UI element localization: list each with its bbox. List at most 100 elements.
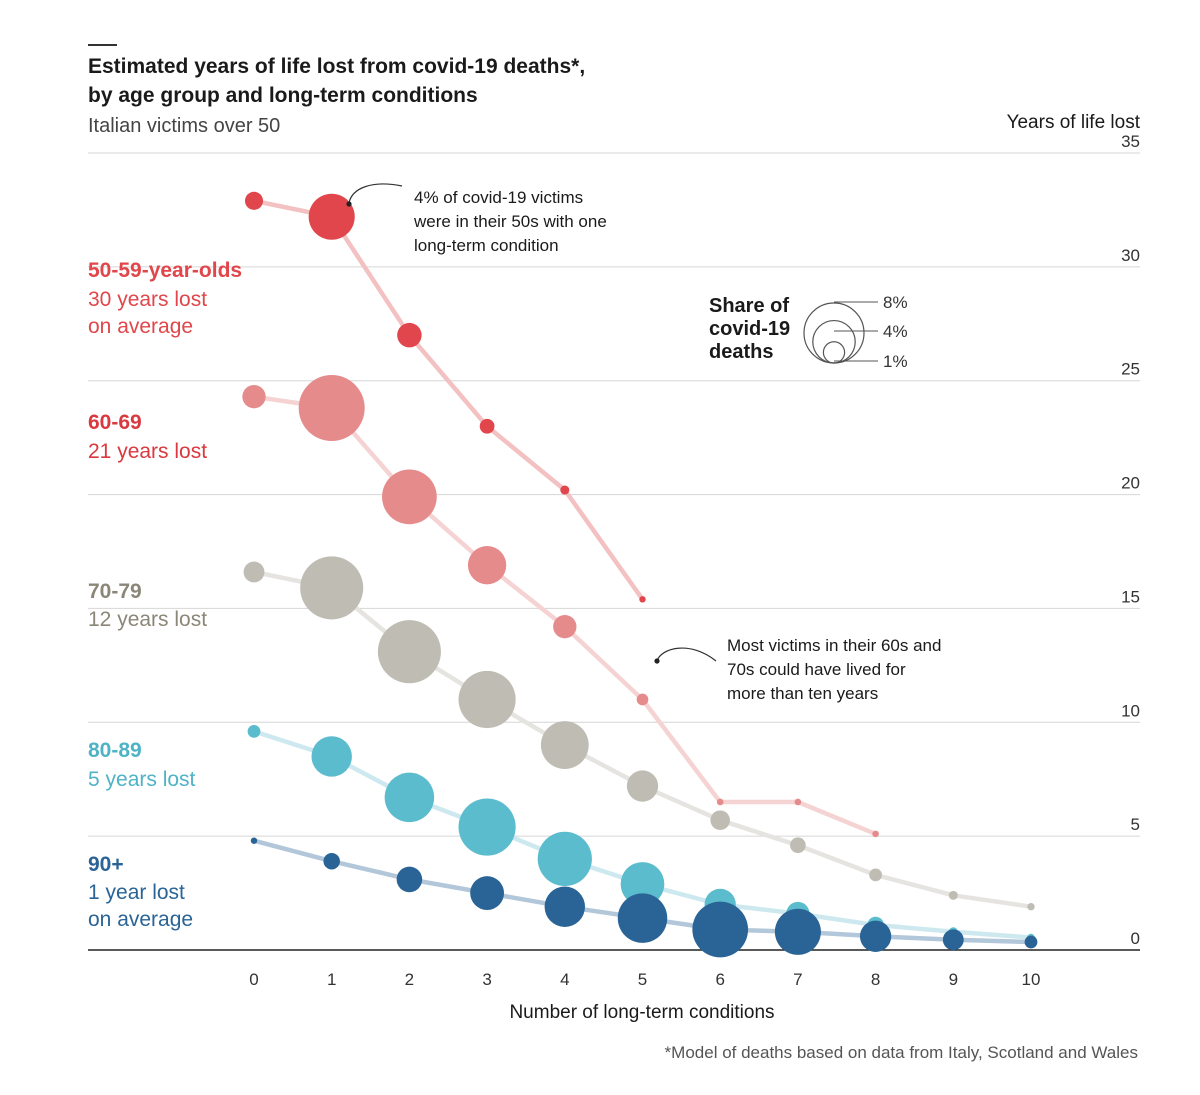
bubble-series-0	[397, 322, 422, 348]
bubble-series-1	[298, 375, 365, 442]
bubble-series-4	[1024, 935, 1038, 949]
series-note-80-89-line1: 5 years lost	[88, 768, 196, 791]
bubble-series-1	[716, 798, 724, 806]
bubble-series-3	[384, 772, 435, 823]
bubble-series-4	[544, 886, 586, 927]
bubble-series-2	[710, 810, 730, 830]
bubble-series-4	[396, 866, 423, 893]
y-tick-label: 5	[1131, 815, 1140, 834]
annotation-2-line2: 70s could have lived for	[727, 660, 906, 679]
bubble-series-1	[872, 830, 879, 838]
bubble-series-4	[774, 908, 821, 955]
size-legend-title-line1: Share of	[709, 295, 789, 317]
bubble-series-0	[560, 485, 570, 495]
series-note-50-59-line2: on average	[88, 315, 193, 338]
x-tick-labels: 0 1 2 3 4 5 6 7 8 9 10	[249, 970, 1040, 989]
series-label-50-59: 50-59-year-olds	[88, 259, 242, 282]
bubble-series-4	[470, 876, 505, 910]
annotation-2-dot	[654, 658, 660, 664]
annotation-2-leader	[656, 647, 717, 662]
bubble-series-1	[553, 614, 577, 639]
bubble-series-4	[323, 852, 340, 870]
chart-subtitle: Italian victims over 50	[88, 115, 280, 137]
x-tick-label: 5	[638, 970, 647, 989]
annotation-1-line3: long-term condition	[414, 236, 559, 255]
x-tick-label: 2	[405, 970, 414, 989]
series-note-90-plus-line2: on average	[88, 908, 193, 931]
series-note-70-79-line1: 12 years lost	[88, 608, 207, 631]
annotation-2-line3: more than ten years	[727, 684, 878, 703]
annotation-1-line1: 4% of covid-19 victims	[414, 188, 583, 207]
bubble-series-1	[242, 384, 266, 409]
bubble-series-4	[692, 901, 749, 958]
series-line-2	[251, 569, 1034, 909]
x-tick-label: 9	[949, 970, 958, 989]
y-tick-label: 30	[1121, 246, 1140, 265]
series-bubbles	[242, 191, 1038, 958]
size-legend-circle	[803, 302, 865, 364]
annotation-1-line2: were in their 50s with one	[413, 212, 607, 231]
bubble-series-3	[458, 798, 516, 856]
series-label-80-89: 80-89	[88, 739, 142, 762]
annotation-2-line1: Most victims in their 60s and	[727, 636, 941, 655]
y-axis-label: Years of life lost	[1007, 112, 1141, 133]
bubble-series-2	[948, 890, 958, 900]
y-tick-label: 15	[1121, 587, 1140, 606]
annotation-1: 4% of covid-19 victims were in their 50s…	[346, 183, 607, 255]
bubble-series-2	[458, 670, 516, 729]
x-tick-label: 7	[793, 970, 802, 989]
size-legend-circles: 8% 4% 1%	[803, 293, 908, 371]
bubble-series-4	[942, 929, 964, 951]
bubble-series-2	[243, 561, 265, 583]
bubble-series-4	[617, 893, 668, 943]
annotation-1-leader	[348, 183, 403, 204]
series-note-60-69-line1: 21 years lost	[88, 440, 207, 463]
bubble-series-1	[794, 798, 802, 806]
bubble-series-4	[859, 920, 892, 952]
chart-title-line2: by age group and long-term conditions	[88, 84, 478, 107]
bubble-series-2	[377, 620, 441, 684]
footnote: *Model of deaths based on data from Ital…	[665, 1043, 1138, 1062]
size-legend: Share of covid-19 deaths 8% 4% 1%	[709, 293, 908, 371]
bubble-series-2	[869, 868, 882, 882]
bubble-series-3	[620, 862, 665, 906]
size-legend-label: 8%	[883, 293, 908, 312]
x-tick-label: 4	[560, 970, 569, 989]
bubble-series-0	[479, 418, 495, 434]
bubble-series-1	[467, 545, 507, 585]
size-legend-title-line3: deaths	[709, 341, 773, 363]
chart-title-line1: Estimated years of life lost from covid-…	[88, 55, 585, 78]
annotation-2: Most victims in their 60s and 70s could …	[654, 636, 941, 703]
y-tick-label: 20	[1121, 474, 1140, 493]
size-legend-label: 1%	[883, 352, 908, 371]
bubble-series-0	[308, 193, 355, 240]
bubble-series-4	[250, 837, 258, 844]
bubble-series-2	[790, 837, 806, 854]
y-tick-label: 10	[1121, 701, 1140, 720]
series-labels: 50-59-year-olds 30 years lost on average…	[88, 259, 242, 931]
bubble-series-0	[244, 191, 264, 210]
x-tick-label: 0	[249, 970, 258, 989]
annotation-1-dot	[346, 201, 352, 207]
series-label-90-plus: 90+	[88, 853, 124, 876]
bubble-series-3	[247, 725, 261, 738]
series-label-70-79: 70-79	[88, 580, 142, 603]
series-lines	[251, 198, 1034, 945]
bubble-series-3	[311, 736, 352, 777]
bubble-series-3	[537, 831, 592, 887]
x-tick-label: 8	[871, 970, 880, 989]
x-tick-label: 6	[715, 970, 724, 989]
size-legend-circle	[822, 341, 846, 364]
y-tick-label: 0	[1131, 929, 1140, 948]
series-note-50-59-line1: 30 years lost	[88, 288, 207, 311]
bubble-series-2	[1027, 903, 1035, 911]
x-tick-label: 1	[327, 970, 336, 989]
size-legend-title-line2: covid-19	[709, 318, 790, 340]
bubble-series-2	[300, 556, 364, 620]
gridlines	[88, 152, 1140, 837]
x-tick-label: 3	[482, 970, 491, 989]
y-tick-labels: 0 5 10 15 20 25 30 35	[1121, 132, 1140, 948]
bubble-series-0	[639, 596, 646, 603]
bubble-series-1	[636, 693, 649, 706]
